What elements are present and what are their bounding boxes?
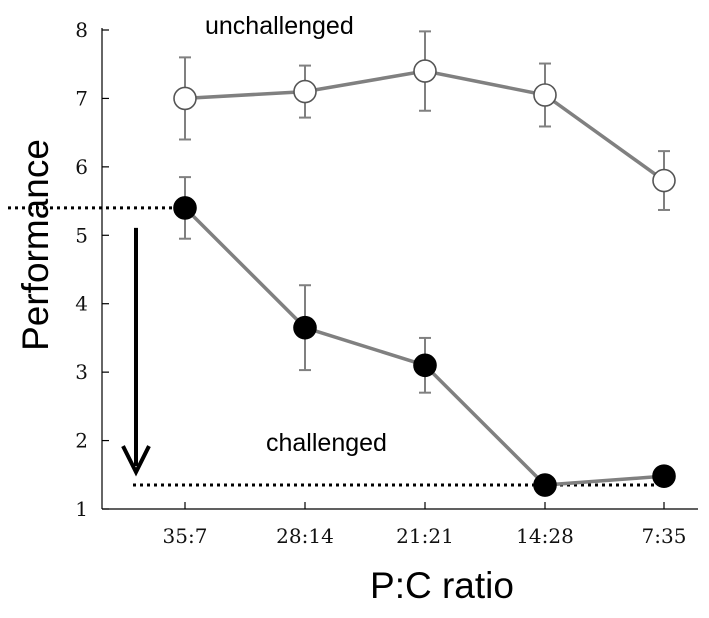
x-tick-label: 28:14 bbox=[276, 524, 334, 548]
x-tick-label: 14:28 bbox=[516, 524, 574, 548]
y-tick-label: 5 bbox=[75, 223, 88, 247]
y-tick-label: 1 bbox=[75, 497, 88, 521]
annotation-unchallenged: unchallenged bbox=[205, 12, 354, 40]
annotation-challenged: challenged bbox=[266, 429, 387, 457]
data-point bbox=[533, 473, 557, 497]
x-axis-title: P:C ratio bbox=[370, 565, 514, 606]
data-point bbox=[293, 79, 317, 104]
data-point bbox=[413, 59, 437, 83]
series-layer bbox=[173, 30, 676, 497]
x-tick-label: 35:7 bbox=[163, 524, 208, 548]
data-point bbox=[173, 196, 197, 220]
y-axis-title: Performance bbox=[15, 139, 56, 351]
data-point bbox=[533, 83, 557, 107]
y-tick-label: 3 bbox=[75, 360, 88, 384]
y-tick-label: 7 bbox=[75, 86, 88, 110]
y-tick-label: 4 bbox=[75, 292, 88, 316]
data-point bbox=[652, 168, 676, 193]
data-point bbox=[652, 464, 676, 488]
y-tick-label: 2 bbox=[75, 429, 88, 453]
data-point bbox=[293, 315, 317, 340]
drop-arrow-head bbox=[121, 445, 151, 477]
axes: 1 2 3 4 5 6 7 8 35:7 28:14 21:21 14:28 7:35 bbox=[75, 18, 698, 548]
x-tick-label: 21:21 bbox=[396, 524, 454, 548]
series-challenged bbox=[173, 176, 676, 497]
y-tick-label: 8 bbox=[75, 18, 88, 42]
reference-lines bbox=[8, 206, 656, 487]
data-point bbox=[413, 353, 437, 378]
x-tick-label: 7:35 bbox=[642, 524, 687, 548]
series-unchallenged bbox=[173, 30, 676, 211]
data-point bbox=[173, 86, 197, 111]
y-tick-label: 6 bbox=[75, 155, 88, 179]
